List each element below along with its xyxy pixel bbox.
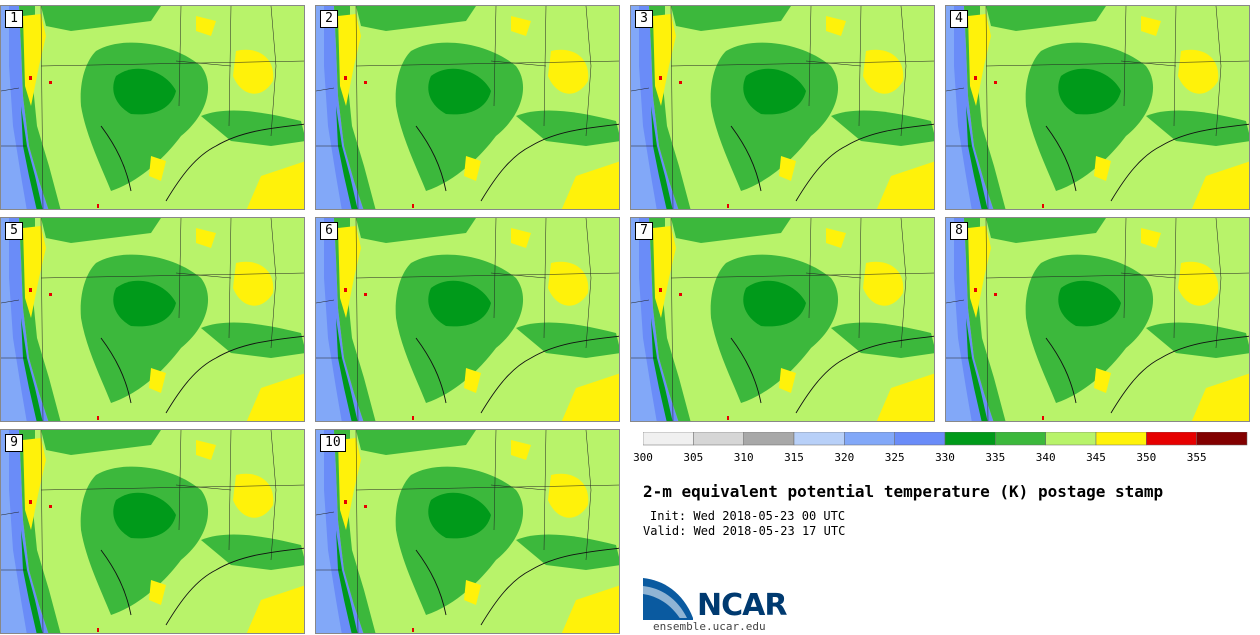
forecast-panel-3: 3: [630, 5, 935, 210]
forecast-panel-6: 6: [315, 217, 620, 422]
colorbar-tick-label: 350: [1136, 451, 1157, 464]
panel-number-label: 1: [5, 10, 23, 28]
forecast-panel-1: 1: [0, 5, 305, 210]
colorbar-swatch: [844, 432, 895, 446]
colorbar: [643, 432, 1248, 446]
colorbar-tick-label: 300: [633, 451, 653, 464]
colorbar-tick-label: 355: [1186, 451, 1207, 464]
colorbar-swatch: [643, 432, 694, 446]
colorbar-swatch: [693, 432, 744, 446]
colorbar-swatch: [1095, 432, 1147, 446]
colorbar-tick-label: 345: [1086, 451, 1106, 464]
colorbar-tick-label: 310: [733, 451, 754, 464]
panel-number-label: 8: [950, 222, 968, 240]
forecast-panel-7: 7: [630, 217, 935, 422]
colorbar-swatch: [1196, 432, 1248, 446]
valid-time: Valid: Wed 2018-05-23 17 UTC: [643, 524, 846, 538]
forecast-panel-4: 4: [945, 5, 1250, 210]
forecast-panel-2: 2: [315, 5, 620, 210]
colorbar-swatch: [894, 432, 946, 446]
colorbar-tick-label: 320: [834, 451, 855, 464]
colorbar-tick-label: 340: [1035, 451, 1056, 464]
panel-number-label: 2: [320, 10, 338, 28]
forecast-panel-5: 5: [0, 217, 305, 422]
colorbar-swatch: [1045, 432, 1097, 446]
init-time: Init: Wed 2018-05-23 00 UTC: [650, 509, 846, 523]
colorbar-swatch: [995, 432, 1046, 446]
colorbar-tick-label: 335: [985, 451, 1006, 464]
colorbar-swatch: [743, 432, 795, 446]
panel-number-label: 7: [635, 222, 653, 240]
colorbar-tick-label: 305: [683, 451, 704, 464]
colorbar-swatch: [1146, 432, 1197, 446]
ncar-wordmark: NCAR: [697, 588, 787, 623]
panel-number-label: 10: [320, 434, 346, 452]
website-url: ensemble.ucar.edu: [653, 620, 766, 633]
panel-number-label: 5: [5, 222, 23, 240]
ncar-logo-icon: [643, 578, 693, 620]
colorbar-swatch: [944, 432, 996, 446]
colorbar-ticks: 300 305 310 315 320 325 330 335 340 345 350 355: [633, 451, 1233, 467]
forecast-panel-8: 8: [945, 217, 1250, 422]
colorbar-tick-label: 315: [784, 451, 804, 464]
panel-number-label: 3: [635, 10, 653, 28]
panel-number-label: 6: [320, 222, 338, 240]
forecast-panel-10: 10: [315, 429, 620, 634]
colorbar-swatch: [793, 432, 845, 446]
panel-number-label: 4: [950, 10, 968, 28]
colorbar-tick-label: 330: [935, 451, 955, 464]
panel-number-label: 9: [5, 434, 23, 452]
forecast-panel-9: 9: [0, 429, 305, 634]
plot-title: 2-m equivalent potential temperature (K)…: [643, 482, 1164, 501]
colorbar-tick-label: 325: [884, 451, 905, 464]
